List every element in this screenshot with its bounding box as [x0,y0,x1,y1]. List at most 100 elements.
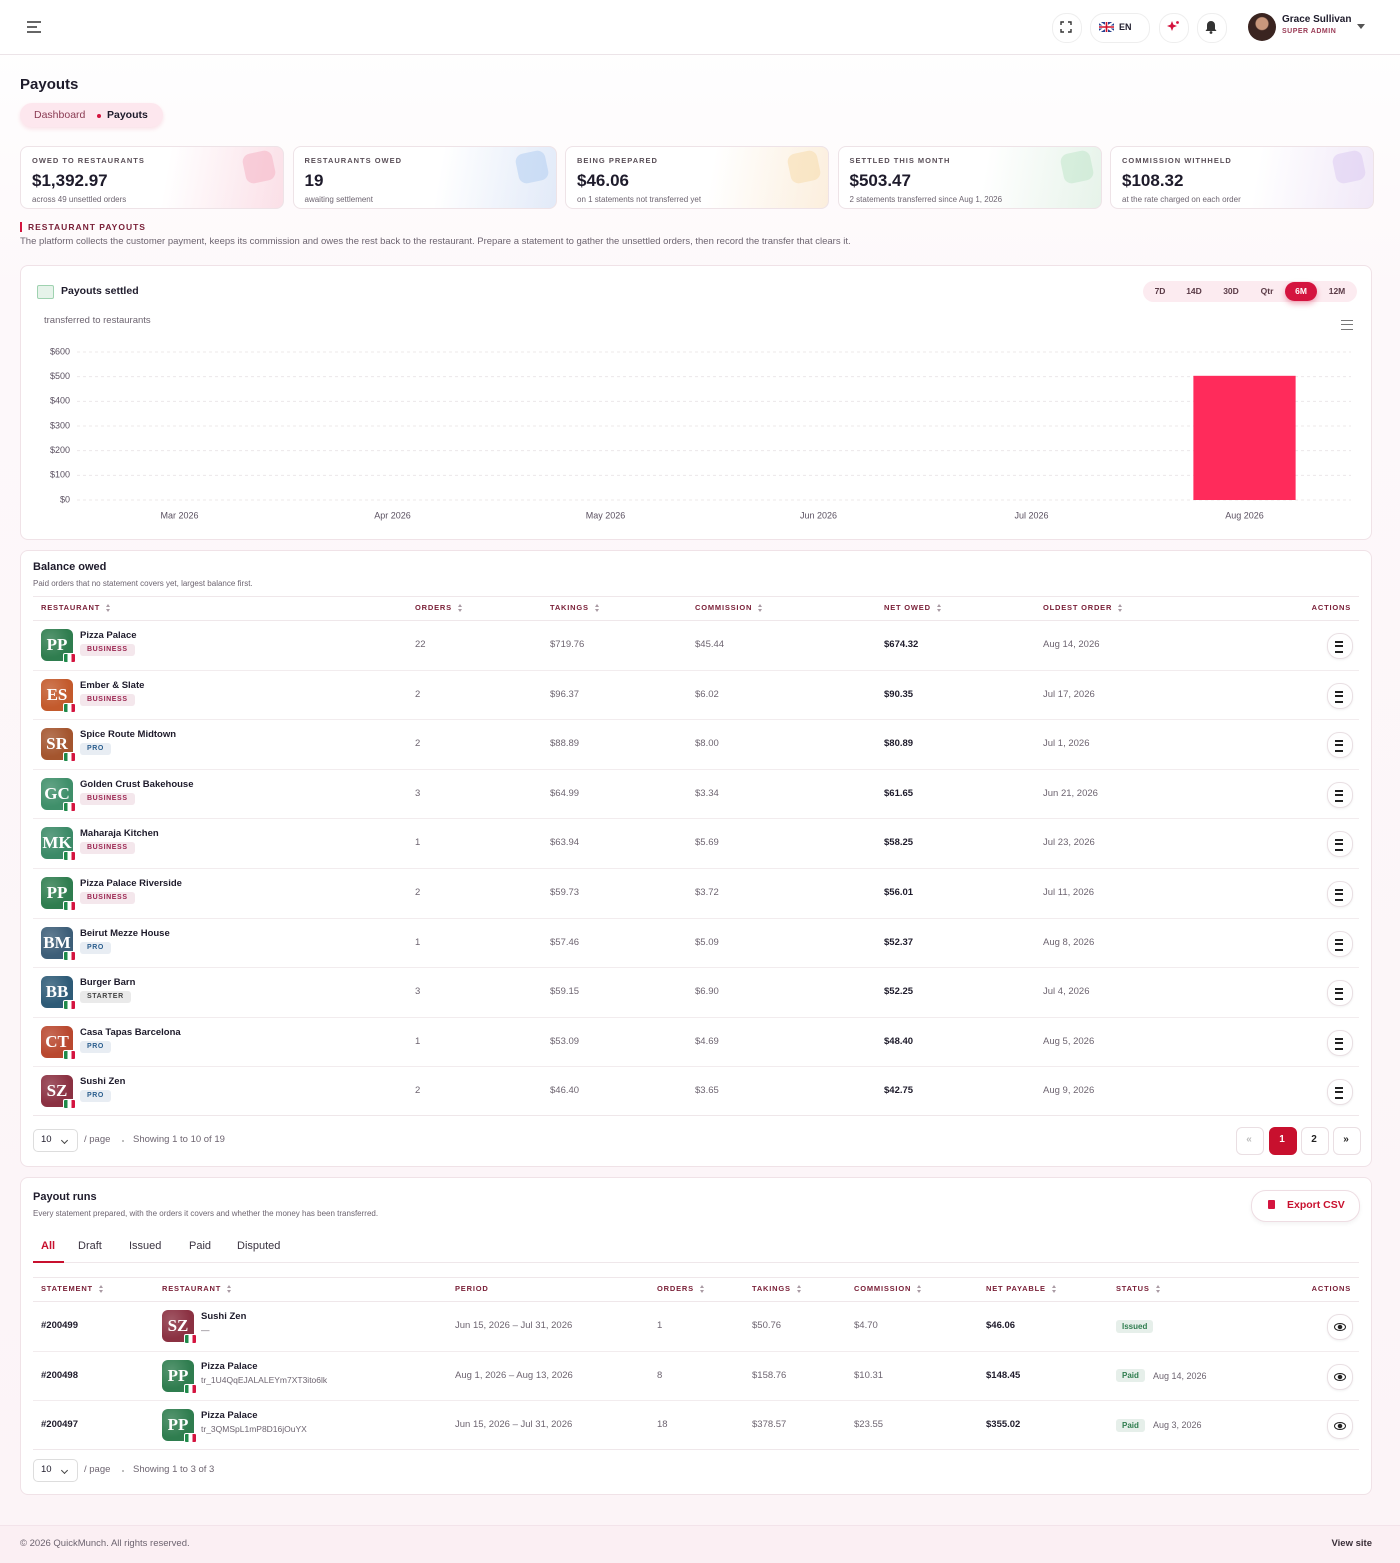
sort-icon[interactable] [917,1285,922,1293]
restaurant-name: Ember & Slate [80,679,145,691]
restaurant-name: Burger Barn [80,977,136,989]
status-date: Aug 3, 2026 [1153,1420,1202,1431]
column-header[interactable]: TAKINGS [752,1284,791,1293]
status-date: Aug 14, 2026 [1153,1370,1207,1381]
action-button[interactable] [1327,1314,1353,1340]
sparkle-icon [1167,21,1179,31]
range-button[interactable]: 12M [1328,286,1346,296]
tab[interactable]: Disputed [237,1240,281,1252]
page-button[interactable] [1236,1127,1264,1155]
column-header[interactable]: STATEMENT [41,1284,93,1293]
column-header[interactable]: ORDERS [415,603,452,612]
sort-icon[interactable] [700,1285,705,1293]
column-header[interactable]: ORDERS [657,1284,694,1293]
sort-icon[interactable] [1118,604,1123,612]
action-button[interactable] [1327,930,1353,957]
stat-label: RESTAURANTS OWED [304,156,403,165]
column-header[interactable]: TAKINGS [550,603,589,612]
sort-icon[interactable] [595,604,600,612]
action-button[interactable] [1327,633,1353,659]
action-button[interactable] [1327,1029,1353,1056]
restaurant-name: Spice Route Midtown [80,729,177,741]
breadcrumb-link[interactable]: Dashboard [34,109,86,121]
column-header[interactable]: OLDEST ORDER [1043,603,1113,612]
footer-link[interactable]: View site [1331,1538,1373,1549]
range-button[interactable]: 6M [1295,286,1307,296]
action-button[interactable] [1327,831,1353,858]
stat-card [292,146,557,209]
plan-badge: BUSINESS [80,892,135,904]
y-tick-label: $400 [50,396,70,406]
sort-icon[interactable] [1052,1285,1057,1293]
tab[interactable]: Draft [78,1240,102,1252]
period: Jun 15, 2026 – Jul 31, 2026 [455,1419,573,1431]
action-button[interactable] [1327,781,1353,808]
action-button[interactable] [1327,682,1353,709]
range-button[interactable]: 30D [1223,286,1239,296]
y-tick-label: $200 [50,445,70,455]
restaurant-name: Casa Tapas Barcelona [80,1026,181,1038]
oldest-order: Jul 23, 2026 [1043,837,1095,849]
column-header[interactable]: NET PAYABLE [986,1284,1046,1293]
takings: $378.57 [752,1419,787,1431]
range-active[interactable] [1285,282,1317,301]
x-tick-label: May 2026 [586,510,626,520]
action-button[interactable] [1327,732,1353,759]
stat-value: $503.47 [849,171,911,190]
action-button[interactable] [1327,881,1353,907]
ai-button[interactable] [1159,13,1189,43]
sort-icon[interactable] [99,1285,104,1293]
user-avatar[interactable] [1248,13,1276,41]
range-button[interactable]: 7D [1154,286,1166,296]
sort-icon[interactable] [1156,1285,1161,1293]
sort-icon[interactable] [458,604,463,612]
menu-icon[interactable] [26,20,42,34]
tab[interactable]: Paid [189,1240,212,1252]
page-label[interactable]: 1 [1279,1134,1285,1145]
section-marker [20,222,22,232]
chart-menu[interactable] [1341,320,1353,330]
stat-card [565,146,829,209]
page-button[interactable] [1269,1127,1297,1155]
avatar-initials: MK [42,833,72,853]
statement-id: #200498 [41,1369,78,1381]
chart-icon [37,285,54,299]
action-button[interactable] [1327,980,1353,1007]
column-header[interactable]: NET OWED [884,603,931,612]
page-label[interactable]: 2 [1311,1134,1317,1145]
page-label[interactable]: « [1246,1134,1252,1145]
separator-dot [122,1140,124,1142]
sort-icon[interactable] [797,1285,802,1293]
orders: 2 [415,887,421,898]
sort-icon[interactable] [758,604,763,612]
column-header[interactable]: COMMISSION [695,603,753,612]
export-label[interactable]: Export CSV [1287,1199,1345,1211]
tab[interactable]: All [41,1240,56,1252]
takings: $59.73 [550,887,580,898]
status-badge: Issued [1116,1319,1154,1333]
takings: $719.76 [550,639,585,650]
range-button[interactable]: 14D [1186,286,1202,296]
fullscreen-button[interactable] [1052,13,1082,43]
column-header[interactable]: RESTAURANT [162,1284,222,1293]
tab[interactable]: Issued [129,1240,162,1252]
sort-icon[interactable] [106,604,111,612]
sort-icon[interactable] [937,604,942,612]
action-button[interactable] [1327,1079,1353,1106]
net-payable: $148.45 [986,1369,1021,1381]
page-size-select[interactable] [33,1129,78,1152]
card-subtitle: Every statement prepared, with the order… [33,1209,379,1218]
row-rule [33,1400,1359,1402]
page-button[interactable] [1333,1127,1361,1155]
column-header[interactable]: COMMISSION [854,1284,912,1293]
takings: $96.37 [550,688,580,700]
column-header[interactable]: STATUS [1116,1284,1150,1293]
sort-icon[interactable] [227,1285,232,1293]
column-header[interactable]: RESTAURANT [41,603,101,612]
page-size-select[interactable] [33,1459,78,1482]
plan-badge: PRO [80,743,111,756]
range-button[interactable]: Qtr [1260,286,1274,296]
page-button[interactable] [1301,1127,1329,1155]
page-label[interactable]: » [1343,1134,1349,1145]
user-caret[interactable] [1357,24,1365,29]
